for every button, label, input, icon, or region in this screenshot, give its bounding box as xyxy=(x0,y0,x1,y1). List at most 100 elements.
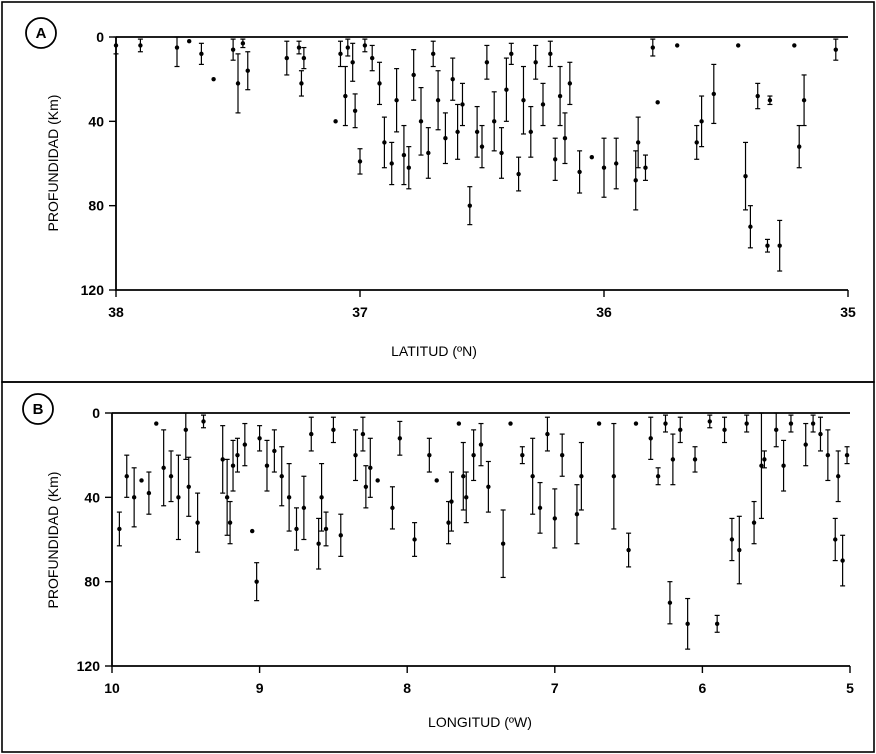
panel-b-x-tick-label: 9 xyxy=(256,680,264,696)
panel-b-point xyxy=(242,442,248,447)
panel-a-point xyxy=(211,76,216,82)
panel-a-point xyxy=(699,119,704,124)
panel-a-point xyxy=(301,55,307,61)
panel-a-point xyxy=(352,108,358,113)
panel-a-point xyxy=(797,144,802,149)
panel-a-point xyxy=(711,91,716,97)
panel-b-point xyxy=(781,463,786,468)
panel-a-point xyxy=(553,157,558,162)
panel-b-point xyxy=(788,421,794,426)
panel-a-point xyxy=(755,93,760,99)
panel-b-point xyxy=(331,427,336,433)
panel-b-point xyxy=(464,495,469,500)
panel-a-point xyxy=(504,87,509,92)
panel-a-point xyxy=(748,224,753,229)
panel-b-point xyxy=(301,505,307,511)
panel-a-x-tick-label: 35 xyxy=(840,304,856,320)
panel-a-point xyxy=(833,47,838,52)
panel-a-x-axis-label: LATITUD (ºN) xyxy=(391,343,477,359)
panel-b-point xyxy=(611,474,617,479)
panel-b-frame xyxy=(1,381,875,753)
panel-b-point xyxy=(803,442,808,447)
panel-a-point xyxy=(333,119,338,124)
panel-a-point xyxy=(479,144,485,149)
panel-b-point xyxy=(825,452,831,458)
panel-a-point xyxy=(801,98,807,103)
panel-b-point xyxy=(183,427,188,433)
panel-b-point xyxy=(264,463,270,468)
panel-b-point xyxy=(316,541,321,546)
panel-a-point xyxy=(350,60,355,65)
panel-a-point xyxy=(777,243,782,248)
panel-a-point xyxy=(492,119,497,124)
panel-a-point xyxy=(557,93,563,99)
panel-b-point xyxy=(486,484,491,489)
panel-a-y-tick-label: 0 xyxy=(96,29,104,45)
panel-a-point xyxy=(499,150,504,156)
panel-b-point xyxy=(390,505,395,511)
panel-b-point xyxy=(319,495,324,500)
panel-b-x-tick-label: 7 xyxy=(551,680,559,696)
panel-a-x-tick-label: 36 xyxy=(596,304,612,320)
panel-b-point xyxy=(714,621,720,627)
panel-b-point xyxy=(368,465,373,471)
panel-a-point xyxy=(401,152,407,158)
panel-b-point xyxy=(692,457,698,462)
panel-b-y-tick-label: 120 xyxy=(77,658,101,674)
panel-b-point xyxy=(230,463,236,468)
panel-b-point xyxy=(124,474,129,479)
panel-b-point xyxy=(254,579,259,584)
panel-a-point xyxy=(650,45,655,50)
panel-b-point xyxy=(461,474,466,479)
panel-a-point xyxy=(284,55,289,61)
panel-a-point xyxy=(113,43,119,48)
panel-b-x-tick-label: 5 xyxy=(846,680,854,696)
panel-a-x-tick-label: 38 xyxy=(108,304,124,320)
panel-b-point xyxy=(678,427,683,433)
panel-a-point xyxy=(792,43,797,48)
panel-a-point xyxy=(736,43,741,48)
panel-b-point xyxy=(537,505,543,511)
panel-a-point xyxy=(484,60,490,65)
panel-a-point xyxy=(411,72,416,78)
panel-b-point xyxy=(552,516,557,521)
panel-b-point xyxy=(478,442,484,447)
panel-b-point xyxy=(195,520,200,525)
panel-a-point xyxy=(240,41,246,46)
panel-a-y-tick-label: 120 xyxy=(81,282,105,298)
panel-b-point xyxy=(530,474,535,479)
panel-b-point xyxy=(294,526,299,532)
panel-b-point xyxy=(353,452,358,458)
panel-a-point xyxy=(345,45,350,50)
panel-b-point xyxy=(759,463,764,468)
panel-b-point xyxy=(161,465,166,471)
panel-b-point xyxy=(412,537,417,542)
panel-a-point xyxy=(370,55,375,61)
panel-a-point xyxy=(435,98,441,103)
panel-b-badge-label: B xyxy=(33,401,44,418)
panel-a-point xyxy=(426,150,431,156)
panel-a-point xyxy=(187,39,192,44)
panel-a-point xyxy=(635,140,641,145)
panel-b-point xyxy=(360,431,366,437)
panel-a-point xyxy=(338,51,343,57)
panel-b: B LONGITUD (ºW) PROFUNDIDAD (Km) 10 9 8 7 6 5… xyxy=(22,393,854,730)
panel-b-point xyxy=(176,495,181,500)
panel-a-point xyxy=(382,140,387,145)
panel-b-point xyxy=(154,421,159,426)
panel-a-point xyxy=(245,68,250,73)
panel-a-point xyxy=(633,178,638,183)
panel-a-badge xyxy=(25,17,57,49)
panel-b-point xyxy=(257,436,262,441)
panel-b-point xyxy=(235,452,240,458)
panel-b-point xyxy=(186,484,191,489)
panel-a-point xyxy=(455,129,460,135)
panel-a-point xyxy=(230,47,236,52)
panel-a-point xyxy=(174,45,180,50)
panel-b-point xyxy=(729,537,735,542)
panel-b-point xyxy=(774,427,779,433)
panel-b-point xyxy=(168,474,174,479)
panel-b-point xyxy=(397,436,403,441)
panel-a-badge-label: A xyxy=(36,25,47,42)
